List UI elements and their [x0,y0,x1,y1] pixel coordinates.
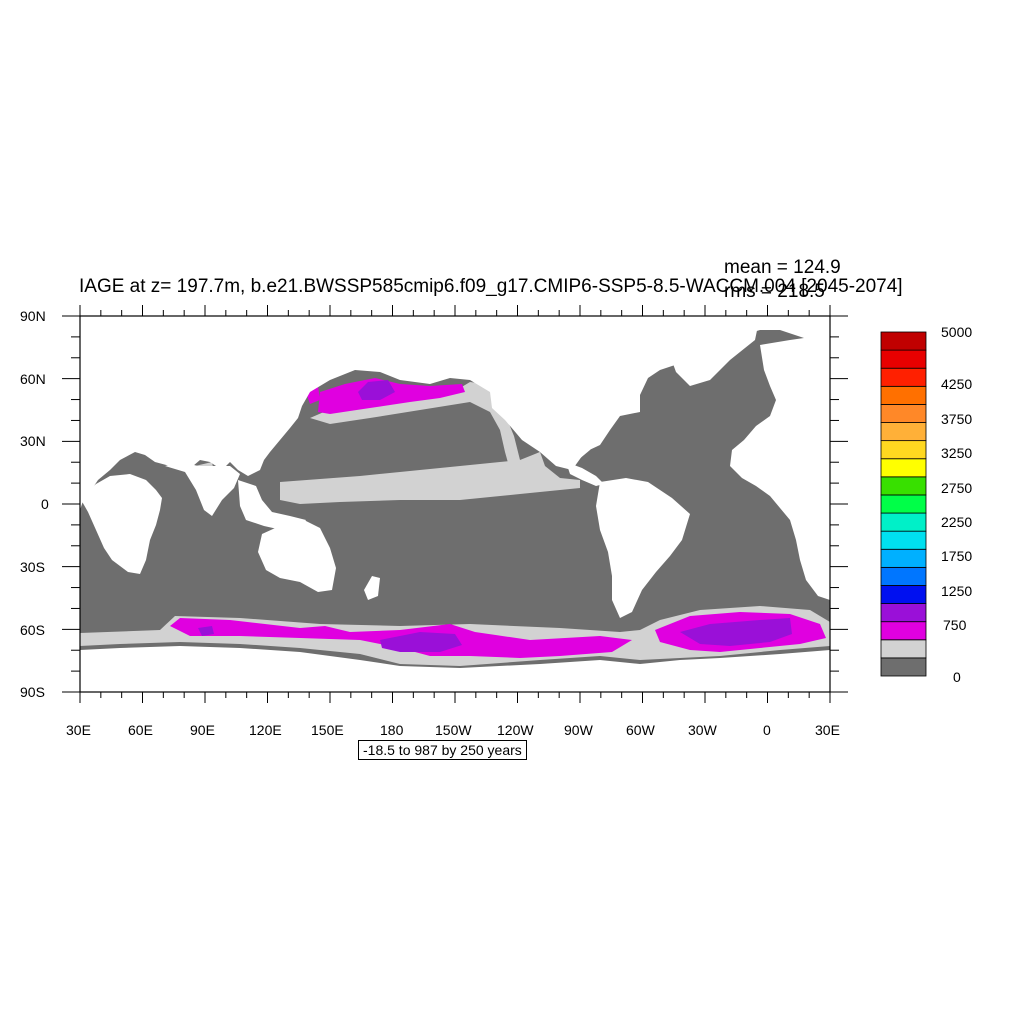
colorbar-label-3250: 3250 [941,445,973,461]
lat-label-90N: 90N [20,308,46,324]
colorbar-label-2750: 2750 [941,480,973,496]
lon-label-60W: 60W [626,722,655,738]
rms-stat: rms = 218.5 [724,281,825,302]
colorbar-box [880,639,927,659]
colorbar-label-1250: 1250 [941,583,973,599]
mean-stat: mean = 124.9 [724,257,841,278]
lon-label-30E-right: 30E [815,722,840,738]
land [80,316,830,692]
lon-label-120E: 120E [249,722,282,738]
axis-ticks [62,305,848,703]
africa-land [80,474,162,574]
colorbar-box [880,603,927,623]
eurasia-land [80,316,830,510]
south-america-land [596,478,690,618]
lon-label-150W: 150W [435,722,472,738]
colorbar-box [880,385,927,405]
colorbar-box [880,657,927,677]
lat-label-0: 0 [41,496,49,512]
colorbar-box [880,476,927,496]
lon-label-180: 180 [380,722,404,738]
south-asia-land [165,462,240,516]
colorbar [880,331,927,677]
lon-label-60E: 60E [128,722,153,738]
europe-africa-east-land [730,336,830,600]
colorbar-box [880,512,927,532]
ross-purple [380,632,462,652]
colorbar-box [880,422,927,442]
colorbar-label-750: 750 [943,617,967,633]
colorbar-box [880,548,927,568]
contour-range-label: -18.5 to 987 by 250 years [358,740,527,760]
lat-label-30N: 30N [20,433,46,449]
colorbar-box [880,440,927,460]
colorbar-box [880,367,927,387]
plot-title: IAGE at z= 197.7m, b.e21.BWSSP585cmip6.f… [79,276,903,297]
indian-sector-purple [198,626,214,636]
lon-label-150E: 150E [311,722,344,738]
lon-label-30W: 30W [688,722,717,738]
australia-land [258,520,336,592]
colorbar-box [880,331,927,351]
north-pacific-purple [358,380,395,400]
north-pacific-magenta [318,378,465,414]
lon-label-0: 0 [763,722,771,738]
colorbar-box [880,349,927,369]
colorbar-box [880,458,927,478]
lat-label-60S: 60S [20,622,45,638]
weddell-purple [680,618,792,646]
colorbar-box [880,530,927,550]
maritime-continent [238,480,306,530]
lon-label-90E: 90E [190,722,215,738]
colorbar-label-1750: 1750 [941,548,973,564]
north-america-land [480,316,670,462]
lat-label-30S: 30S [20,559,45,575]
map-panel [62,305,848,703]
lon-label-120W: 120W [497,722,534,738]
pacific-equatorial-band [280,452,580,504]
lat-label-60N: 60N [20,371,46,387]
colorbar-box [880,621,927,641]
colorbar-label-0: 0 [953,669,961,685]
greenland-land [650,316,760,386]
lat-label-90S: 90S [20,684,45,700]
colorbar-box [880,494,927,514]
colorbar-label-5000: 5000 [941,324,973,340]
lon-label-90W: 90W [564,722,593,738]
colorbar-box [880,566,927,586]
central-america-land [566,462,604,486]
colorbar-label-2250: 2250 [941,514,973,530]
colorbar-label-3750: 3750 [941,411,973,427]
antarctica-land [80,646,830,692]
lon-label-30E: 30E [66,722,91,738]
colorbar-box [880,404,927,423]
colorbar-box [880,585,927,604]
new-zealand-land [364,576,380,600]
colorbar-label-4250: 4250 [941,376,973,392]
